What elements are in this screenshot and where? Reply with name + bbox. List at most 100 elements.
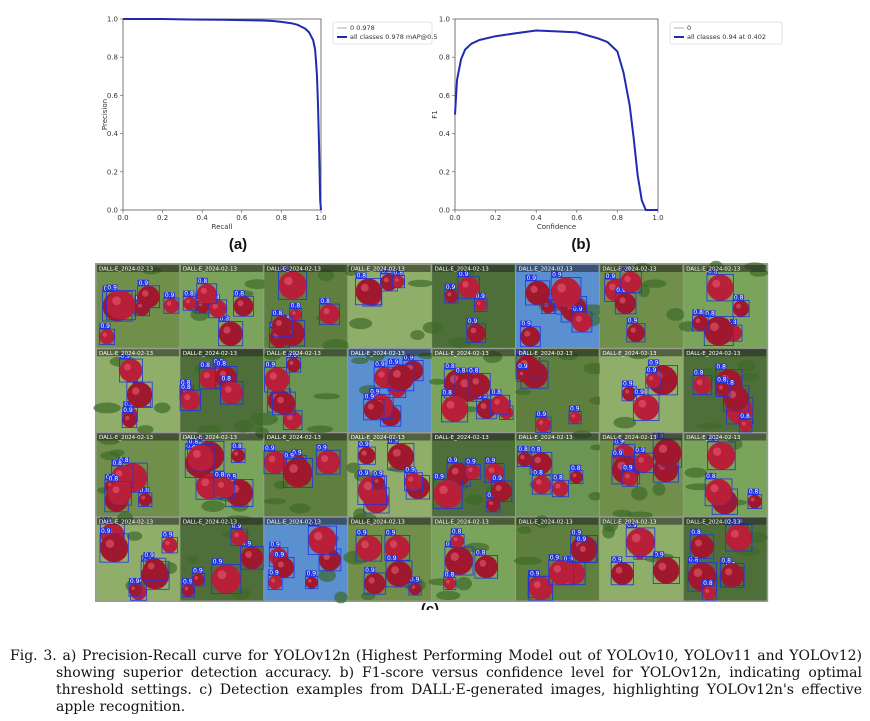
detection-score: 0.8 (721, 558, 731, 565)
apple-highlight (615, 566, 623, 574)
leaf (250, 412, 279, 426)
detection-label-bg (138, 486, 150, 493)
apple-highlight (112, 486, 120, 494)
detection-score: 0.8 (553, 474, 563, 481)
apple (211, 564, 241, 594)
detection-score: 0.9 (487, 492, 497, 499)
apple-highlight (389, 540, 398, 548)
leaf (642, 279, 667, 288)
detection-box (240, 546, 264, 570)
detection-score: 0.8 (456, 368, 466, 375)
apple-highlight (534, 456, 541, 464)
apple-highlight (277, 396, 284, 404)
detection-score: 0.8 (740, 413, 750, 420)
leaf (637, 283, 650, 298)
detection-score: 0.8 (221, 376, 231, 383)
detection-box (357, 475, 388, 505)
apple-highlight (648, 375, 654, 381)
apple-highlight (446, 400, 455, 409)
file-name-bar (264, 433, 347, 441)
apple (408, 582, 422, 596)
file-name: DALL-E_2024-02-13 (435, 267, 490, 273)
f1-confidence-chart: 0.0 0.2 0.4 0.6 0.8 1.0 0.0 0.2 0.4 0.6 0.8 1.0 Conf… (431, 16, 783, 231)
apple-highlight (447, 292, 452, 297)
detection-label-bg (363, 393, 375, 400)
apple (404, 472, 423, 491)
apple-highlight (269, 372, 277, 380)
apple-highlight (185, 299, 191, 304)
file-name: DALL-E_2024-02-13 (351, 435, 406, 441)
apple-highlight (361, 540, 369, 549)
detection-score: 0.8 (442, 390, 452, 397)
y-tick-label: 0.8 (439, 54, 450, 62)
detection-score: 0.9 (530, 570, 540, 577)
apple (716, 382, 731, 397)
apple-highlight (363, 481, 373, 491)
apple (551, 277, 581, 308)
x-tick-label: 0.6 (236, 214, 248, 222)
apple-highlight (520, 454, 525, 460)
detection-label-bg (611, 450, 623, 457)
apple (705, 478, 732, 506)
apple (575, 541, 597, 563)
detection-score: 0.9 (606, 273, 616, 280)
detection-box (107, 481, 132, 506)
x-tick-label: 0.8 (276, 214, 287, 222)
leaf (684, 467, 708, 478)
detection-score: 0.8 (469, 368, 479, 375)
detection-score: 0.8 (749, 489, 759, 496)
apple-highlight (217, 481, 225, 488)
detection-box (632, 394, 660, 421)
detection-score: 0.9 (475, 293, 485, 300)
detection-score: 0.9 (537, 411, 547, 418)
detection-score: 0.9 (389, 438, 399, 445)
detection-label-bg (690, 528, 702, 535)
detection-label-bg (450, 528, 462, 535)
file-name-bar (97, 433, 179, 441)
y-tick-label: 0.0 (107, 207, 118, 215)
detection-label-bg (240, 540, 252, 547)
x-tick-label: 0.4 (531, 214, 543, 222)
detection-score: 0.8 (112, 460, 122, 467)
leaf (695, 422, 724, 429)
apple-highlight (383, 277, 389, 283)
detection-label-bg (291, 449, 303, 456)
detection-label-bg (111, 459, 123, 466)
apple (490, 395, 510, 415)
file-name-bar (600, 349, 683, 357)
detection-score: 0.9 (468, 318, 478, 325)
detection-score: 0.9 (628, 318, 638, 325)
detection-score: 0.8 (119, 457, 129, 464)
detection-score: 0.9 (142, 555, 152, 562)
apple-highlight (704, 588, 710, 593)
apple-highlight (470, 327, 477, 334)
detection-score: 0.9 (317, 444, 327, 451)
detection-label-bg (626, 521, 638, 528)
x-axis-label: Recall (212, 223, 233, 231)
apple-highlight (451, 467, 459, 475)
panel-label-a: (a) (229, 236, 247, 253)
detection-score: 0.9 (165, 292, 175, 299)
apple-highlight (200, 287, 207, 294)
apple-highlight (234, 532, 240, 538)
detection-score: 0.9 (446, 284, 456, 291)
detection-label-bg (530, 446, 542, 453)
file-name-bar (600, 433, 683, 441)
apple-highlight (710, 322, 719, 332)
y-axis-label: Precision (101, 99, 109, 130)
apple-highlight (519, 371, 524, 376)
detection-score: 0.8 (705, 311, 715, 318)
apple-highlight (361, 450, 367, 456)
detection-score: 0.9 (434, 474, 444, 481)
detection-label-bg (264, 361, 276, 368)
detection-label-bg (648, 359, 660, 366)
detection-score: 0.9 (124, 401, 134, 408)
apple-highlight (275, 319, 282, 327)
apple-highlight (147, 562, 155, 570)
panel-label-c: (c) (421, 601, 439, 610)
apple (305, 576, 318, 589)
detection-box (550, 277, 582, 308)
legend-box (332, 21, 433, 45)
